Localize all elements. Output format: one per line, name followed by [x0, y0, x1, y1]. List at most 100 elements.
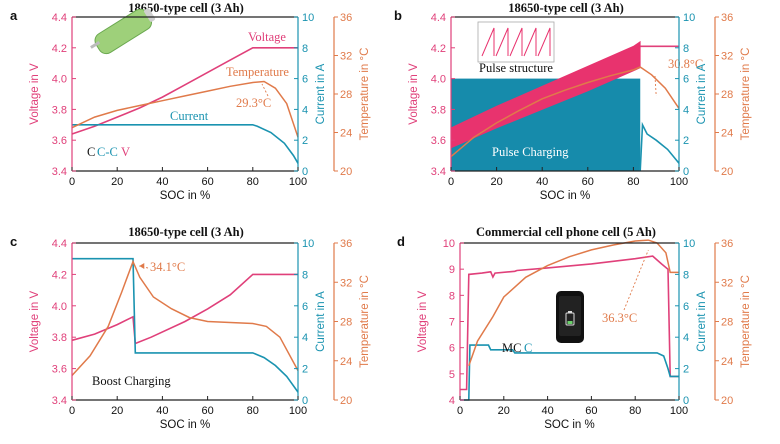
panel-b-ytick-left-label: 4.4: [431, 12, 446, 24]
panel-b-temperature-line: [450, 66, 680, 158]
panel-b-ytick-right2-label: 20: [721, 166, 733, 178]
panel-a-ytick-left-label: 3.4: [52, 166, 67, 178]
panel-a-ytick-left-label: 4.4: [52, 12, 67, 24]
panel-d-ytick-right2-label: 28: [721, 317, 733, 329]
panel-b-ytick-right2-label: 36: [721, 12, 733, 24]
panel-a-xtick-label: 0: [69, 176, 75, 188]
panel-a-ytick-right1-label: 8: [302, 43, 308, 55]
panel-b-ylabel-right1: Current in A: [696, 63, 708, 124]
panel-b-peak-leader: [654, 75, 657, 97]
panel-a-ytick-right1-label: 4: [302, 104, 308, 116]
panel-b-ytick-right1-label: 6: [683, 74, 689, 86]
phone-battery-level: [567, 321, 573, 324]
panel-b-xtick-label: 80: [627, 176, 639, 188]
panel-d-ytick-right1-label: 8: [683, 269, 689, 281]
panel-a-ylabel-right1: Current in A: [315, 63, 327, 124]
panel-b-ylabel-left: Voltage in V: [408, 63, 420, 125]
panel-c-ytick-right2-label: 32: [340, 277, 352, 289]
panel-d-ytick-right2-label: 24: [721, 356, 733, 368]
panel-a-ytick-right1-label: 10: [302, 12, 314, 24]
panel-d-xtick-label: 60: [585, 405, 597, 417]
panel-d-xtick-label: 40: [541, 405, 553, 417]
panel-b-ytick-right2-label: 28: [721, 89, 733, 101]
panel-d-mode-mc: MC: [502, 341, 521, 355]
battery-cell-icon: [90, 8, 156, 55]
panel-d-xlabel: SOC in %: [544, 419, 595, 431]
panel-d-ytick-right1-label: 10: [683, 238, 695, 250]
panel-c-ytick-right1-label: 0: [302, 395, 308, 407]
panel-b-inset-sawtooth: [481, 27, 551, 57]
panel-b-xtick-label: 100: [670, 176, 688, 188]
panel-a-ytick-right1-label: 6: [302, 74, 308, 86]
panel-d-current-line: [460, 344, 679, 401]
panel-b-letter: b: [394, 8, 402, 23]
panel-c-ylabel-right2: Temperature in °C: [359, 275, 371, 368]
panel-b-ytick-right1-label: 8: [683, 43, 689, 55]
panel-b-ytick-right1-label: 4: [683, 104, 689, 116]
panel-c-ytick-right1-label: 6: [302, 301, 308, 313]
panel-c-ytick-right1-label: 4: [302, 332, 308, 344]
panel-d-ytick-right2-label: 36: [721, 238, 733, 250]
panel-d-ytick-right1-label: 2: [683, 364, 689, 376]
panel-a-xtick-label: 80: [247, 176, 259, 188]
panel-a-xtick-label: 60: [201, 176, 213, 188]
panel-d-ytick-right1-label: 4: [683, 332, 689, 344]
panel-a-xlabel: SOC in %: [160, 190, 211, 202]
battery-cell-body: [94, 8, 153, 55]
panel-a-voltage-line: [71, 47, 298, 135]
panel-a-ytick-right2-label: 28: [340, 89, 352, 101]
panel-c-xtick-label: 20: [111, 405, 123, 417]
panel-c-ytick-left-label: 4.4: [52, 238, 67, 250]
panel-d-ylabel-left: Voltage in V: [417, 290, 429, 352]
panel-b-peak-label: 30.8°C: [668, 57, 703, 71]
panel-b-ytick-left-label: 3.4: [431, 166, 446, 178]
panel-a-ytick-right2-label: 20: [340, 166, 352, 178]
panel-c-mode-label: Boost Charging: [92, 374, 171, 388]
panel-d-ytick-left-label: 8: [449, 290, 455, 302]
panel-c-xtick-label: 100: [289, 405, 307, 417]
panel-d-xtick-label: 80: [629, 405, 641, 417]
panel-d-ytick-left-label: 5: [449, 369, 455, 381]
panel-c-peak-arrowhead: [139, 263, 145, 269]
panel-b-mode-label: Pulse Charging: [492, 145, 569, 159]
panel-c-letter: c: [10, 234, 17, 249]
panel-a-xtick-label: 20: [111, 176, 123, 188]
panel-a-ytick-left-label: 4.2: [52, 43, 67, 55]
panel-b-ytick-right2-label: 24: [721, 128, 733, 140]
panel-b-ytick-right1-label: 2: [683, 135, 689, 147]
panel-a-letter: a: [10, 8, 18, 23]
panel-c-xtick-label: 60: [201, 405, 213, 417]
panel-c-ytick-right1-label: 10: [302, 238, 314, 250]
panel-d-xtick-label: 20: [498, 405, 510, 417]
panel-d-ytick-right2-label: 32: [721, 277, 733, 289]
panel-c-ytick-left-label: 4.2: [52, 269, 67, 281]
panel-a-ytick-right1-label: 0: [302, 166, 308, 178]
panel-b-ytick-right2-label: 32: [721, 51, 733, 63]
panel-c-ylabel-right1: Current in A: [315, 291, 327, 352]
panel-c-ytick-left-label: 3.6: [52, 364, 67, 376]
panel-c-ytick-right2-label: 20: [340, 395, 352, 407]
battery-cell-cap: [144, 8, 156, 22]
panel-a-ytick-left-label: 3.8: [52, 104, 67, 116]
panel-a-temperature-line: [71, 80, 299, 138]
panel-b-xlabel: SOC in %: [540, 190, 591, 202]
panel-c-ytick-left-label: 3.4: [52, 395, 67, 407]
panel-c-current-line: [72, 257, 299, 393]
panel-b-xtick-label: 20: [490, 176, 502, 188]
panel-d-temperature-line: [468, 239, 679, 366]
panel-a-current-label: Current: [170, 109, 209, 123]
panel-c-ytick-right2-label: 28: [340, 317, 352, 329]
panel-a-xtick-label: 100: [289, 176, 307, 188]
panel-c-xtick-label: 40: [156, 405, 168, 417]
panel-c-title: 18650-type cell (3 Ah): [128, 225, 244, 239]
panel-b-ytick-right1-label: 10: [683, 12, 695, 24]
panel-a-voltage-label: Voltage: [248, 30, 286, 44]
panel-a-ytick-left-label: 4.0: [52, 74, 67, 86]
panel-b-current-cv-line: [639, 121, 680, 172]
panel-d-peak-leader: [623, 249, 649, 311]
panel-d-peak-label: 36.3°C: [602, 311, 637, 325]
panel-a-mode-v: V: [121, 145, 130, 159]
panel-b-xtick-label: 0: [448, 176, 454, 188]
